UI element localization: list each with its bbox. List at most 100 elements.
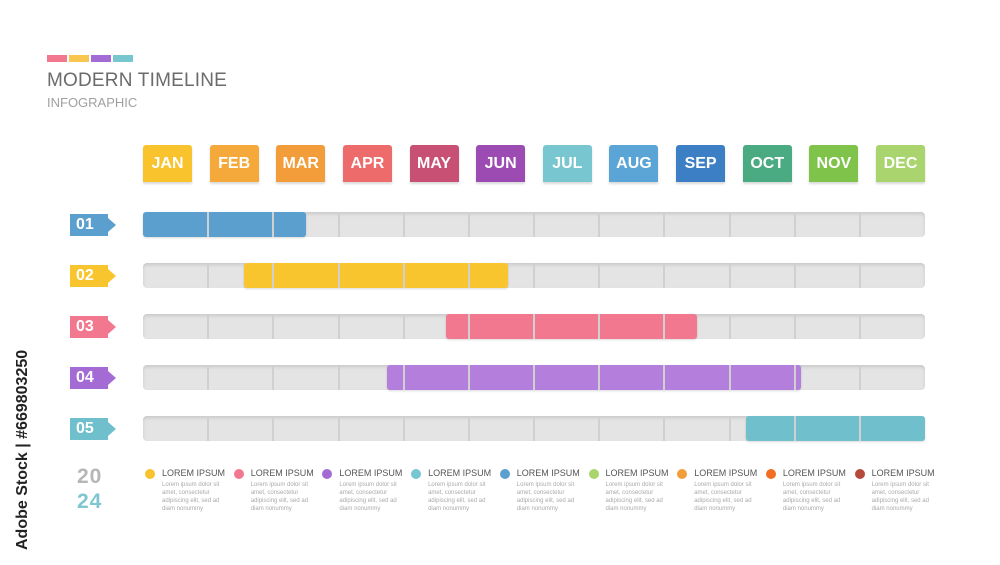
legend-dot-icon [588,469,599,479]
legend-description: Lorem ipsum dolor sit amet, consectetur … [339,482,397,512]
legend-description: Lorem ipsum dolor sit amet, consectetur … [694,482,752,512]
month-divider [207,263,210,288]
month-divider [728,314,731,339]
month-divider [598,212,601,237]
month-divider [858,416,861,441]
month-divider [728,416,731,441]
legend-dot-icon [145,469,155,479]
month-divider [272,263,275,288]
color-strip-segment [113,55,133,62]
month-divider [272,416,275,441]
legend-dot-icon [765,469,776,479]
month-divider [858,212,861,237]
month-divider [533,263,535,288]
row-label-01: 01 [70,214,116,236]
month-divider [598,314,601,339]
month-divider [793,416,796,441]
row-label-03: 03 [70,316,116,338]
legend-title: LOREM IPSUM [694,468,758,478]
legend-description: Lorem ipsum dolor sit amet, consectetur … [428,482,486,512]
month-jan: JAN [143,145,192,182]
month-divider [663,365,666,390]
month-dec: DEC [876,145,925,182]
month-aug: AUG [609,145,659,182]
month-divider [728,212,731,237]
month-divider [467,416,470,441]
legend-description: Lorem ipsum dolor sit amet, consectetur … [871,482,929,512]
legend-title: LOREM IPSUM [162,468,226,478]
timeline-track [143,416,925,441]
month-divider [858,365,861,390]
month-divider [663,416,666,441]
month-divider [402,263,405,288]
timeline-track [143,314,925,339]
month-jul: JUL [542,145,592,182]
month-divider [337,212,340,237]
legend-title: LOREM IPSUM [339,468,403,478]
month-divider [337,263,340,288]
timeline-bar-03 [446,314,697,339]
month-divider [467,314,470,339]
row-label-04: 04 [70,367,116,389]
month-divider [467,365,470,390]
month-divider [793,365,796,390]
month-oct: OCT [742,145,792,182]
month-divider [207,212,210,237]
timeline-track [143,263,925,288]
month-divider [533,365,535,390]
color-strip [47,55,133,62]
month-divider [663,212,666,237]
legend-title: LOREM IPSUM [250,468,314,478]
legend-description: Lorem ipsum dolor sit amet, consectetur … [605,482,663,512]
month-mar: MAR [276,145,326,182]
legend-description: Lorem ipsum dolor sit amet, consectetur … [782,482,841,512]
timeline-bar-02 [244,263,508,288]
row-label-02: 02 [70,265,116,287]
month-divider [337,314,340,339]
timeline-track [143,212,925,237]
month-divider [533,314,535,339]
page-subtitle: INFOGRAPHIC [47,95,138,110]
month-divider [858,314,861,339]
color-strip-segment [47,55,67,62]
legend-title: LOREM IPSUM [428,468,492,478]
month-divider [337,416,340,441]
month-divider [598,416,601,441]
month-divider [207,314,210,339]
month-divider [663,263,666,288]
month-divider [793,314,796,339]
month-divider [467,263,470,288]
month-divider [272,365,275,390]
month-divider [402,314,405,339]
month-divider [728,263,731,288]
legend-title: LOREM IPSUM [782,468,846,478]
month-divider [402,212,405,237]
year-top: 20 [77,465,103,488]
legend-description: Lorem ipsum dolor sit amet, consectetur … [516,482,575,512]
year-bottom: 24 [77,490,103,513]
month-divider [793,212,796,237]
legend-dot-icon [322,469,333,479]
legend-description: Lorem ipsum dolor sit amet, consectetur … [250,482,309,512]
legend-dot-icon [854,469,865,479]
stock-watermark: Adobe Stock | #669803250 [14,349,31,550]
legend-dot-icon [411,469,422,479]
legend-title: LOREM IPSUM [516,468,580,478]
month-divider [858,263,861,288]
month-divider [598,263,601,288]
legend-description: Lorem ipsum dolor sit amet, consectetur … [162,482,220,512]
month-jun: JUN [476,145,526,182]
color-strip-segment [69,55,89,62]
month-sep: SEP [676,145,726,182]
page-title: MODERN TIMELINE [47,70,228,91]
month-divider [402,416,405,441]
timeline-bar-04 [387,365,802,390]
month-divider [467,212,470,237]
month-divider [207,416,210,441]
month-divider [598,365,601,390]
month-nov: NOV [809,145,859,182]
month-divider [793,263,796,288]
timeline-bar-05 [745,416,925,441]
month-divider [533,212,535,237]
month-apr: APR [342,145,392,182]
